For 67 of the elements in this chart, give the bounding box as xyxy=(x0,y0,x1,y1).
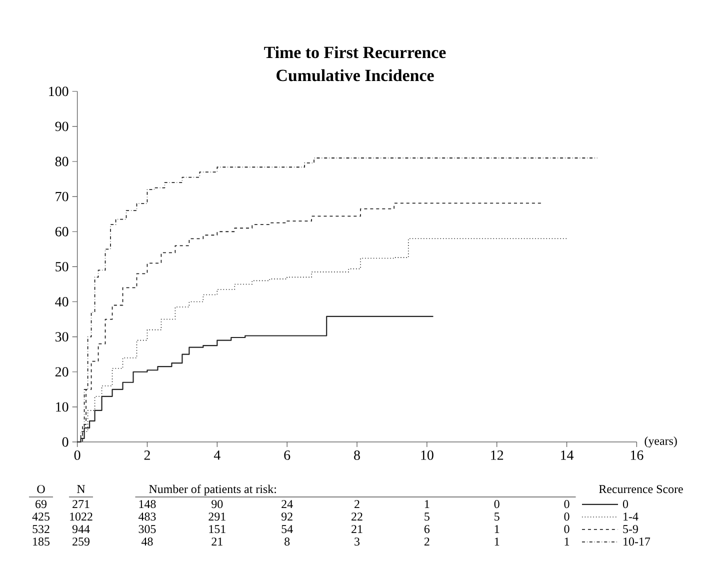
text: 0 xyxy=(494,500,500,508)
y-tick-label: 50 xyxy=(56,262,68,272)
legend-label: 10-17 xyxy=(624,538,650,546)
text: 48 xyxy=(141,538,153,546)
y-tick-label: 90 xyxy=(55,122,68,132)
chart-title: Time to First Recurrence xyxy=(264,46,446,58)
text: 5 xyxy=(424,512,430,521)
text: 22 xyxy=(352,512,362,520)
text: 425 xyxy=(32,512,50,521)
y-tick-label: 80 xyxy=(55,156,68,166)
x-axis-title: (years) xyxy=(644,436,677,448)
x-tick-label: 2 xyxy=(144,450,150,460)
text: 148 xyxy=(139,500,156,508)
y-tick-label: 10 xyxy=(56,402,68,412)
y-tick-label: 20 xyxy=(55,367,68,377)
text: 54 xyxy=(282,525,293,534)
text: 1022 xyxy=(70,512,92,521)
text: 6 xyxy=(424,525,430,534)
y-tick-label: 70 xyxy=(56,192,68,202)
y-tick-label: 40 xyxy=(55,297,68,306)
x-tick-label: 8 xyxy=(354,450,360,460)
text: 1 xyxy=(494,525,500,533)
text: 151 xyxy=(209,525,226,534)
text: 90 xyxy=(212,500,223,508)
text: 271 xyxy=(72,500,90,508)
text: 185 xyxy=(33,538,50,546)
y-tick-label: 60 xyxy=(55,226,68,236)
x-tick-label: 14 xyxy=(561,450,574,460)
text: 0 xyxy=(564,500,570,508)
text: 944 xyxy=(72,525,90,534)
y-tick-label: 30 xyxy=(56,332,68,342)
chart-subtitle: Cumulative Incidence xyxy=(276,69,434,82)
x-tick-label: 4 xyxy=(214,450,220,460)
text: 8 xyxy=(284,538,290,546)
text: 5 xyxy=(494,512,500,521)
text: 24 xyxy=(282,500,293,508)
text: Number of patients at risk: xyxy=(149,484,276,496)
text: 305 xyxy=(138,525,156,534)
text: 2 xyxy=(424,538,430,546)
y-tick-label: 0 xyxy=(62,437,68,447)
legend-label: 5-9 xyxy=(623,525,638,534)
text: 483 xyxy=(138,512,156,521)
y-tick-label: 100 xyxy=(49,86,68,96)
x-tick-label: 6 xyxy=(284,450,290,460)
x-tick-label: 16 xyxy=(630,450,644,460)
text: 259 xyxy=(72,538,90,546)
text: 532 xyxy=(32,525,50,534)
legend-title: Recurrence Score xyxy=(599,485,683,494)
text: 0 xyxy=(564,512,570,521)
text: 1 xyxy=(494,538,500,546)
text: 69 xyxy=(36,500,46,508)
text: 92 xyxy=(281,512,292,521)
legend-label: 0 xyxy=(622,500,628,508)
text: O xyxy=(37,485,45,494)
text: 3 xyxy=(354,538,360,546)
text: 1 xyxy=(424,500,430,508)
legend-label: 1-4 xyxy=(624,512,638,520)
text: 291 xyxy=(208,512,226,521)
x-tick-label: 0 xyxy=(74,450,80,460)
x-tick-label: 12 xyxy=(491,450,504,460)
text: 21 xyxy=(352,525,362,533)
text: 1 xyxy=(564,538,570,546)
x-tick-label: 10 xyxy=(421,450,434,460)
text: N xyxy=(77,485,86,493)
text: 2 xyxy=(354,500,360,508)
text: 21 xyxy=(212,538,222,546)
text: 0 xyxy=(564,525,570,534)
